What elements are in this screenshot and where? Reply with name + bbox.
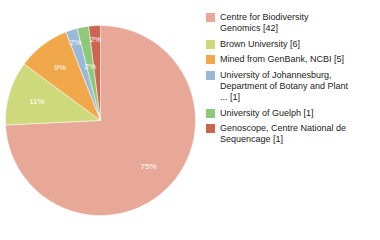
svg-text:11%: 11% bbox=[29, 97, 44, 106]
svg-text:75%: 75% bbox=[141, 162, 157, 171]
svg-text:2%: 2% bbox=[90, 35, 102, 44]
html-text:Mined from GenBank, NCBI [5]: Mined from GenBank, NCBI [5] bbox=[220, 54, 345, 65]
html-text:University of Johannesburg, De: University of Johannesburg, Department o… bbox=[220, 70, 349, 102]
svg-text:9%: 9% bbox=[54, 63, 66, 72]
svg-text:2%: 2% bbox=[70, 38, 82, 47]
html-text:University of Guelph [1]: University of Guelph [1] bbox=[220, 107, 314, 118]
html-text:Centre for Biodiversity Genomi: Centre for Biodiversity Genomics [42] bbox=[220, 12, 309, 33]
html-text:Genoscope, Centre National de: Genoscope, Centre National de Sequencage… bbox=[220, 123, 347, 145]
html-text:Brown University [6]: Brown University [6] bbox=[220, 38, 300, 49]
svg-text:2%: 2% bbox=[84, 62, 96, 71]
